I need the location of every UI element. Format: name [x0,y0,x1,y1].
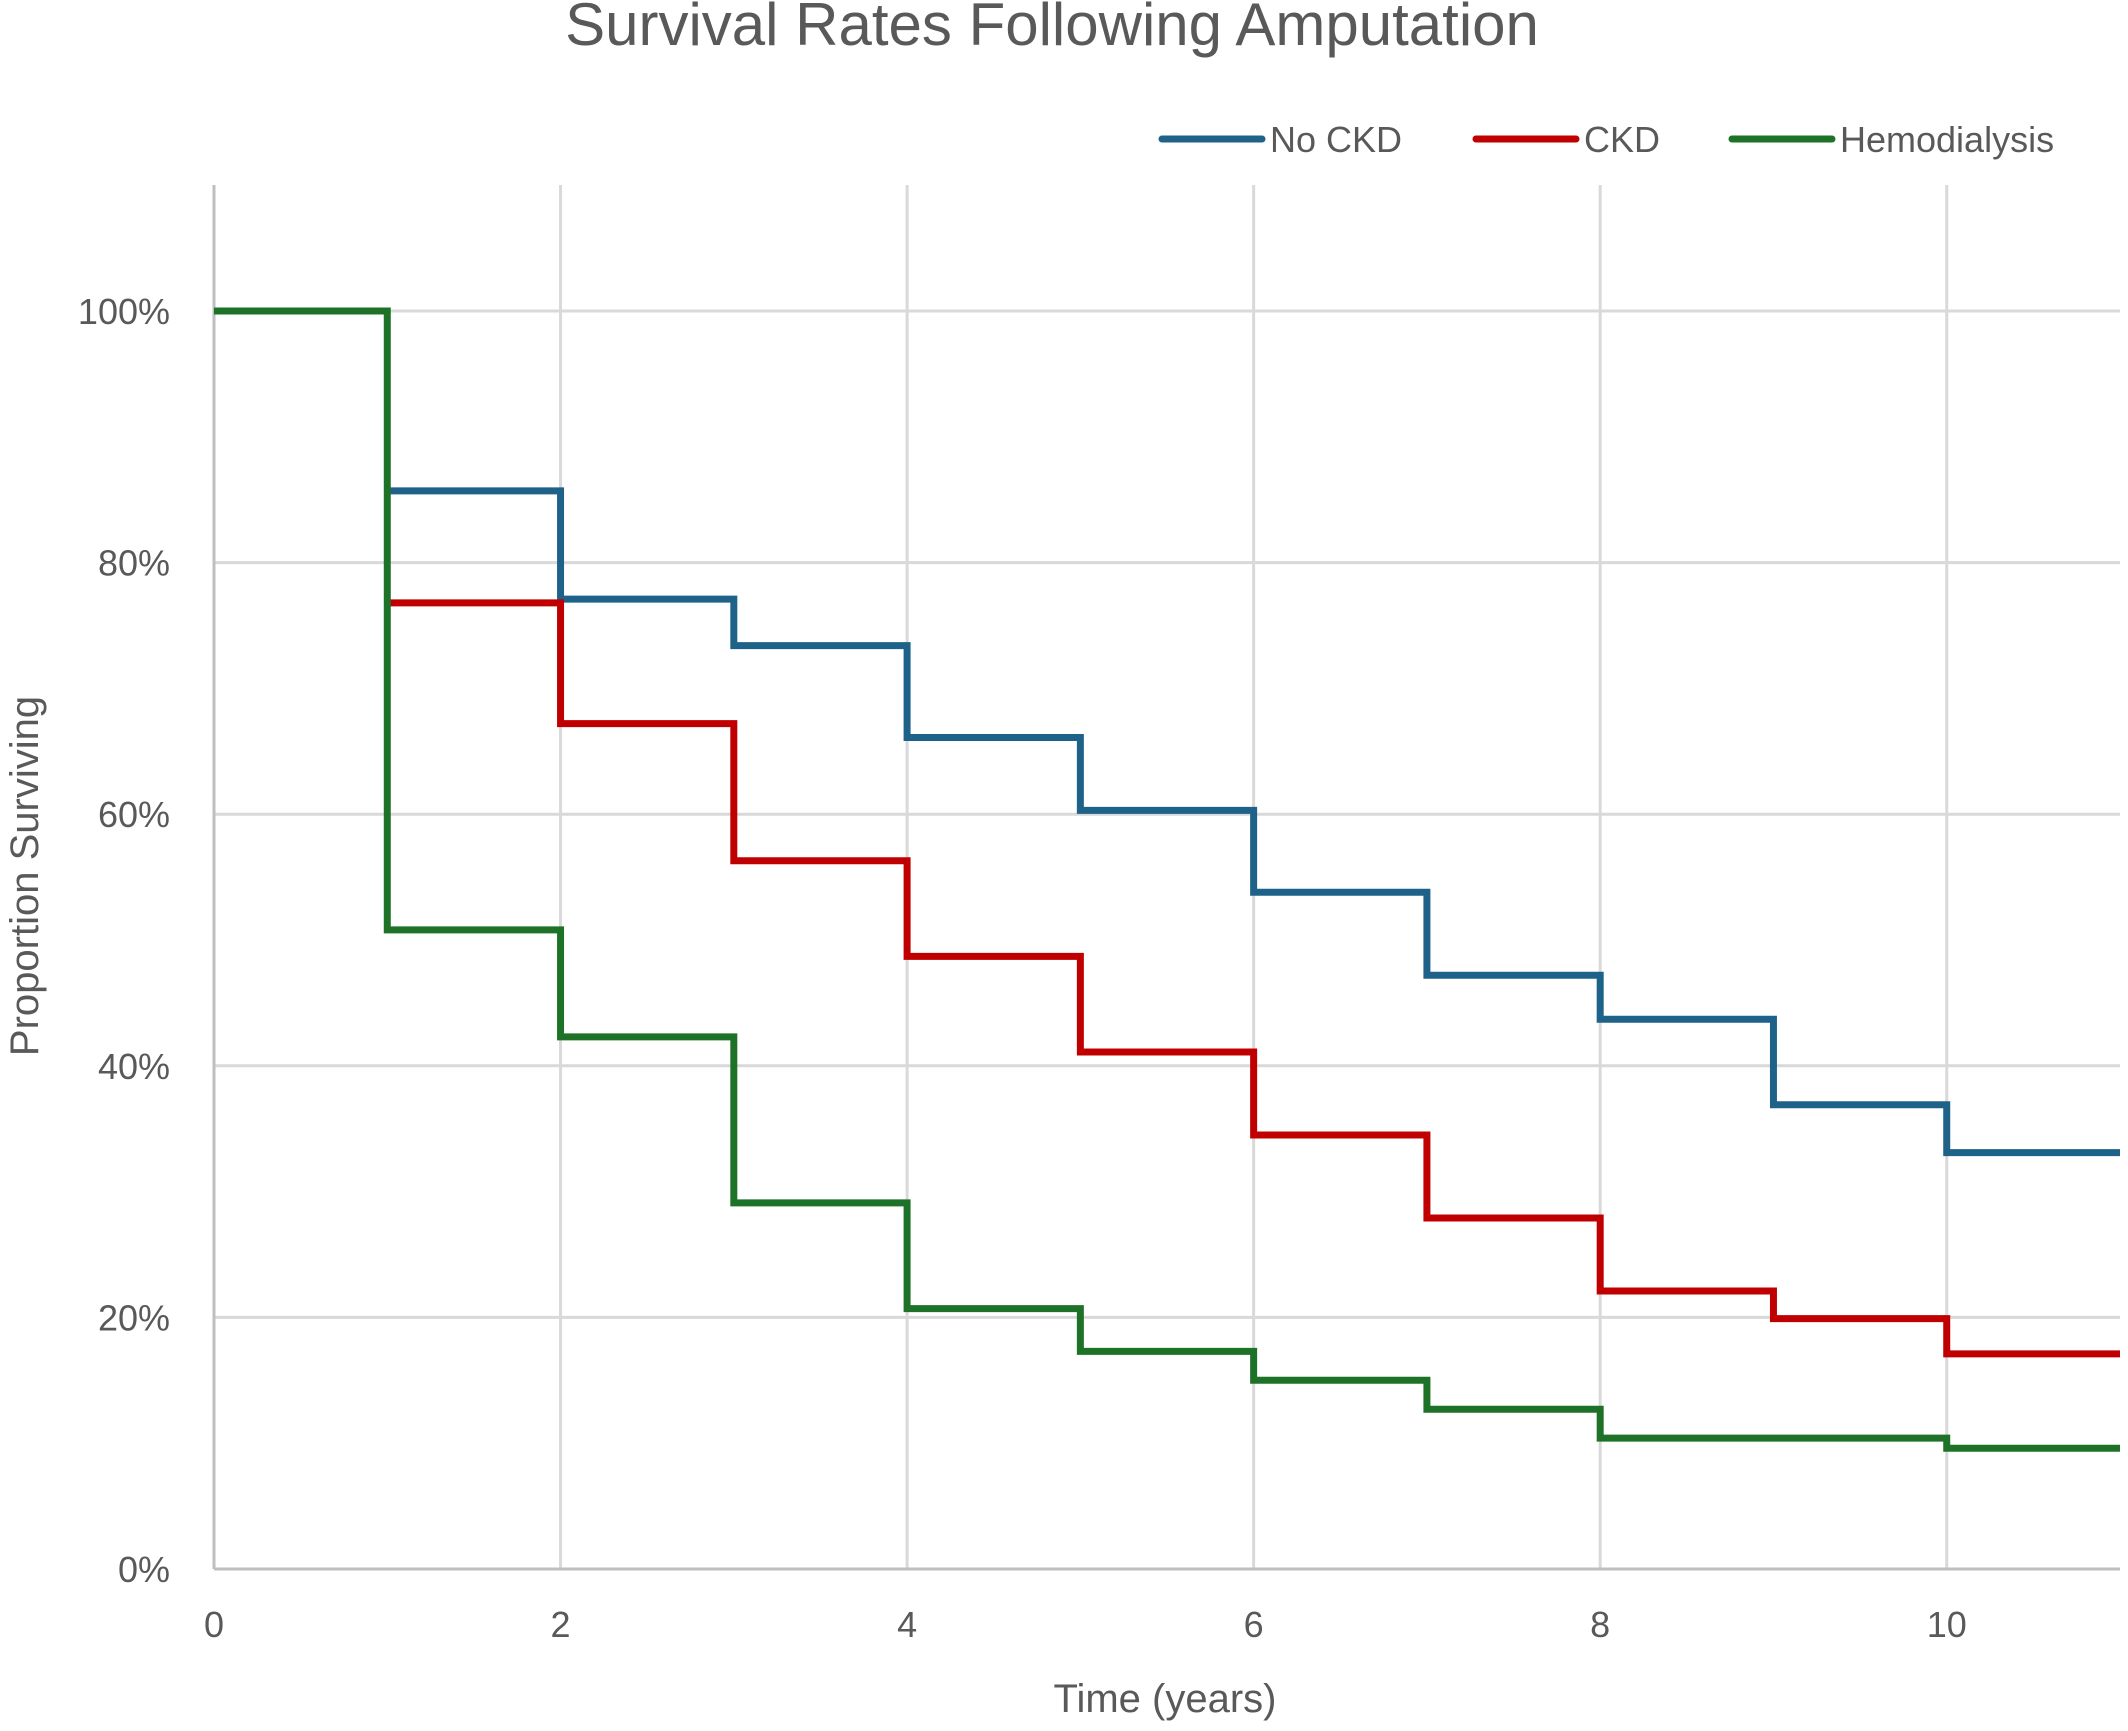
x-tick-label: 4 [897,1604,917,1645]
y-axis-title: Proportion Surviving [3,696,47,1056]
y-tick-label: 60% [98,794,170,835]
series-line-ckd [387,599,2120,1358]
x-tick-label: 0 [204,1604,224,1645]
legend-label-hemodialysis: Hemodialysis [1840,119,2054,160]
legend-label-ckd: CKD [1584,119,1660,160]
series-line-hemodialysis [214,307,2120,1452]
x-tick-label: 8 [1590,1604,1610,1645]
grid [212,185,2120,1571]
x-tick-label: 10 [1927,1604,1967,1645]
legend-label-no-ckd: No CKD [1270,119,1402,160]
legend: No CKD CKD Hemodialysis [1158,119,2054,160]
series-line-no-ckd [387,487,2120,1157]
y-tick-label: 20% [98,1297,170,1338]
y-tick-label: 40% [98,1046,170,1087]
tick-labels: 0% 20% 40% 60% 80% 100% 0 2 4 6 8 10 [78,291,1967,1645]
y-tick-label: 0% [118,1549,170,1590]
plot-area [214,307,2120,1452]
y-tick-label: 80% [98,543,170,584]
x-axis-title: Time (years) [1054,1677,1277,1721]
x-tick-label: 6 [1244,1604,1264,1645]
x-tick-label: 2 [551,1604,571,1645]
y-tick-label: 100% [78,291,170,332]
chart-title: Survival Rates Following Amputation [565,0,1539,58]
